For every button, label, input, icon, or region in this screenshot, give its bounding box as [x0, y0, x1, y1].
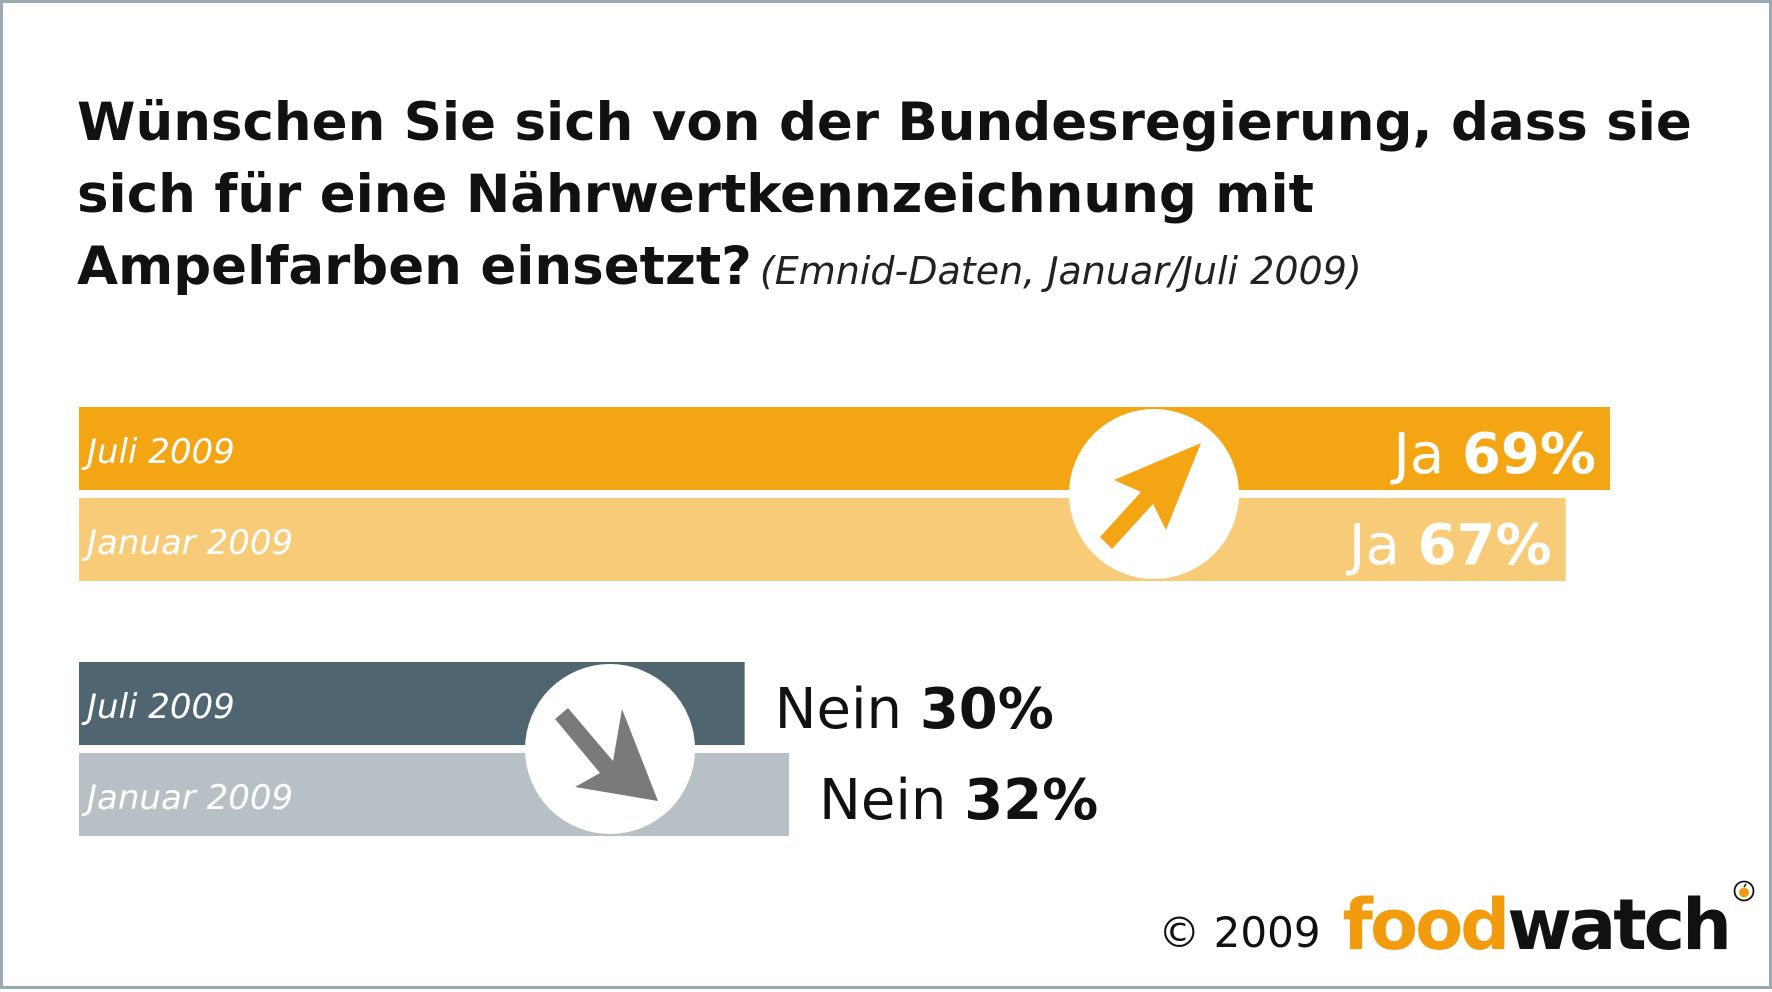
arrow-down-right-icon — [555, 708, 658, 801]
logo-text-food: food — [1342, 884, 1511, 966]
bar-label: Januar 2009 — [81, 523, 293, 563]
data-label-nein-januar: Nein 32% — [819, 768, 1098, 833]
bar-label: Januar 2009 — [81, 778, 293, 818]
apple-icon — [1733, 880, 1755, 902]
bar-label: Juli 2009 — [81, 687, 235, 727]
data-label-ja-juli: Ja 69% — [1390, 422, 1596, 487]
bar-label: Juli 2009 — [81, 432, 235, 472]
title-text: Wünschen Sie sich von der Bundesregierun… — [77, 92, 1692, 297]
foodwatch-logo: foodwatch — [1343, 880, 1755, 960]
chart-title: Wünschen Sie sich von der Bundesregierun… — [77, 87, 1717, 307]
bar-ja-juli — [79, 407, 1610, 490]
logo-text-watch: watch — [1507, 884, 1732, 966]
copyright-text: © 2009 — [1158, 908, 1321, 957]
footer: © 2009 foodwatch — [1158, 880, 1755, 960]
arrow-up-right-icon — [1100, 443, 1201, 549]
bar-chart: Juli 2009 Ja 69% Januar 2009 Ja 67% Juli 200… — [79, 407, 1610, 836]
trend-circle — [525, 664, 695, 834]
data-label-ja-januar: Ja 67% — [1346, 513, 1552, 578]
chart-subtitle: (Emnid-Daten, Januar/Juli 2009) — [759, 249, 1362, 293]
bar-ja-januar — [79, 498, 1566, 581]
data-label-nein-juli: Nein 30% — [775, 677, 1054, 742]
